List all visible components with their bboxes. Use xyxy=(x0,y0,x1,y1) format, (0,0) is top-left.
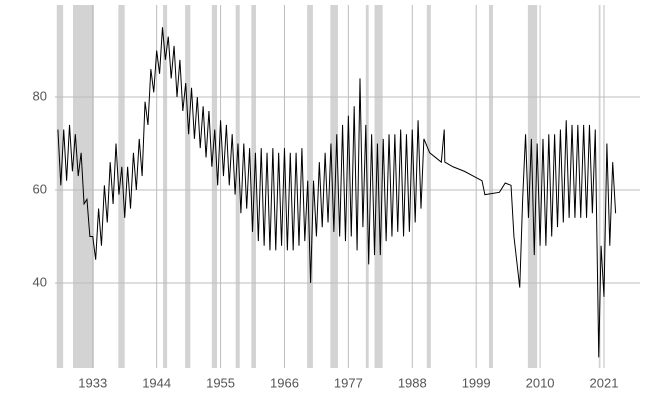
recession-band xyxy=(251,5,257,368)
y-tick-label: 80 xyxy=(33,88,47,103)
recession-band xyxy=(118,5,125,368)
y-tick-label: 40 xyxy=(33,274,47,289)
x-tick-label: 1966 xyxy=(270,375,299,390)
recession-band xyxy=(426,5,431,368)
recession-band xyxy=(211,5,218,368)
recession-band xyxy=(598,5,601,368)
recession-band xyxy=(307,5,313,368)
recession-band xyxy=(163,5,168,368)
recession-band xyxy=(185,5,191,368)
recession-band xyxy=(235,5,240,368)
x-tick-label: 1955 xyxy=(206,375,235,390)
x-tick-label: 1977 xyxy=(334,375,363,390)
x-tick-label: 1999 xyxy=(462,375,491,390)
x-tick-label: 1944 xyxy=(142,375,171,390)
recession-band xyxy=(56,5,64,368)
data-line xyxy=(57,27,617,358)
x-tick-label: 1933 xyxy=(78,375,107,390)
y-tick-label: 60 xyxy=(33,181,47,196)
x-tick-label: 1988 xyxy=(398,375,427,390)
recession-band xyxy=(488,5,494,368)
x-tick-label: 2010 xyxy=(526,375,555,390)
x-tick-label: 2021 xyxy=(590,375,619,390)
recession-band xyxy=(330,5,338,368)
